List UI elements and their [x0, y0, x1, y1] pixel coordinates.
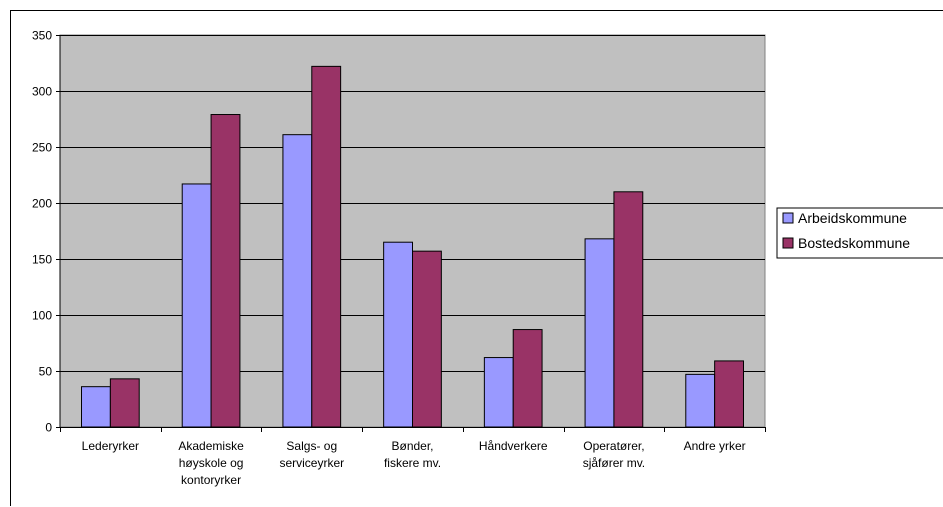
legend-label-bostedskommune: Bostedskommune [798, 235, 910, 251]
y-tick-label: 200 [32, 197, 52, 211]
bar-arbeidskommune-1 [181, 183, 212, 428]
bar-arbeidskommune-5 [584, 238, 615, 428]
y-tick-label: 0 [45, 421, 52, 435]
bar-arbeidskommune-2 [282, 134, 313, 428]
legend-label-arbeidskommune: Arbeidskommune [798, 210, 907, 226]
x-axis: Lederyrker Akademiske høyskole og kontoryrk… [60, 427, 766, 487]
legend-box [776, 207, 943, 259]
y-axis: 0 50 100 150 200 250 300 350 [32, 29, 61, 435]
bar-bostedskommune-3 [412, 250, 442, 428]
x-category-label: Operatører, sjåfører mv. [583, 439, 645, 470]
bar-bostedskommune-1 [210, 114, 241, 428]
bar-bostedskommune-0 [109, 378, 140, 428]
x-category-label: Lederyrker [82, 439, 139, 453]
y-tick-label: 300 [32, 85, 52, 99]
x-category-label: Akademiske høyskole og kontoryrker [178, 439, 244, 487]
y-tick-label: 100 [32, 309, 52, 323]
bar-bostedskommune-6 [714, 360, 744, 428]
chart-frame [10, 10, 943, 506]
bars [81, 65, 744, 428]
bar-arbeidskommune-6 [685, 373, 716, 428]
bar-bostedskommune-4 [512, 329, 543, 428]
bar-bostedskommune-2 [311, 65, 342, 428]
x-category-label: Salgs- og serviceyrker [279, 439, 344, 470]
x-category-label: Bønder, fiskere mv. [384, 439, 441, 470]
bar-bostedskommune-5 [613, 191, 644, 428]
legend: Arbeidskommune Bostedskommune [776, 207, 943, 259]
bar-arbeidskommune-0 [81, 386, 111, 428]
y-tick-label: 250 [32, 141, 52, 155]
bar-arbeidskommune-3 [383, 241, 413, 428]
bar-arbeidskommune-4 [483, 357, 514, 428]
x-category-label: Håndverkere [479, 439, 548, 453]
legend-swatch-bostedskommune [782, 237, 794, 249]
x-category-label: Andre yrker [684, 439, 746, 453]
legend-swatch-arbeidskommune [782, 212, 794, 224]
y-tick-label: 50 [39, 365, 53, 379]
y-tick-label: 150 [32, 253, 52, 267]
y-tick-label: 350 [32, 29, 52, 43]
